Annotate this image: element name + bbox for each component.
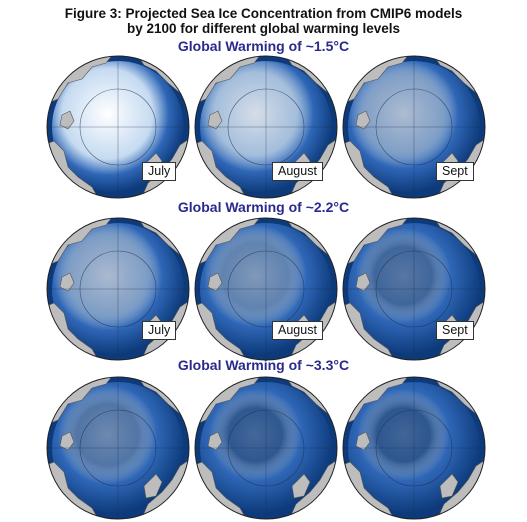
map-panel xyxy=(192,374,340,522)
map-panel xyxy=(44,374,192,522)
map-panel xyxy=(340,215,488,363)
month-label: August xyxy=(272,321,323,340)
row-heading-3: Global Warming of ~3.3°C xyxy=(177,357,350,373)
map-panel xyxy=(192,53,340,201)
figure-title-line2: by 2100 for different global warming lev… xyxy=(126,21,401,36)
month-label: August xyxy=(272,162,323,181)
row-heading-2: Global Warming of ~2.2°C xyxy=(177,199,350,215)
map-panel xyxy=(340,374,488,522)
row-heading-1: Global Warming of ~1.5°C xyxy=(177,38,350,54)
month-label: July xyxy=(142,162,177,181)
month-label: July xyxy=(142,321,177,340)
map-panel xyxy=(44,215,192,363)
figure-title-line1: Figure 3: Projected Sea Ice Concentratio… xyxy=(64,6,463,21)
map-panel xyxy=(192,215,340,363)
month-label: Sept xyxy=(436,321,474,340)
month-label: Sept xyxy=(436,162,474,181)
